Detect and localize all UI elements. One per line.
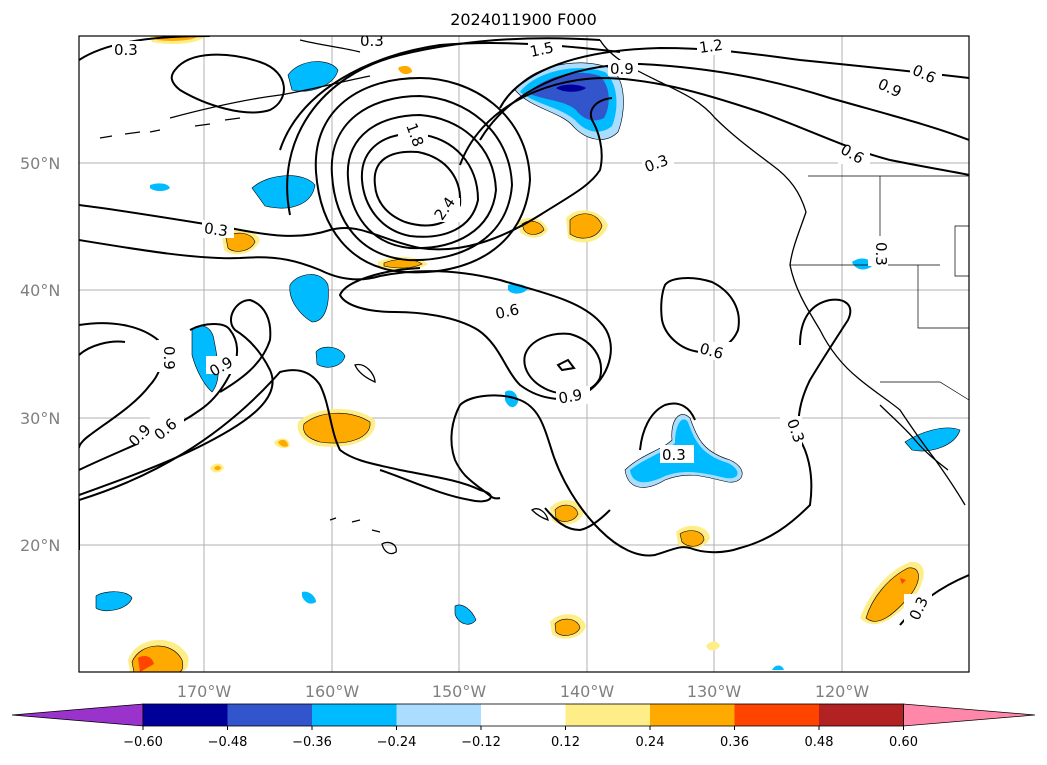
contour-label: 0.3 (203, 219, 229, 240)
contour-label: 1.5 (528, 38, 555, 61)
lon-label: 140°W (560, 682, 615, 701)
colorbar-segment (227, 704, 313, 726)
colorbar-tick-label: −0.12 (461, 735, 501, 750)
colorbar-tick-label: 0.36 (720, 735, 749, 750)
colorbar-segment (143, 704, 228, 726)
colorbar-segment (819, 704, 904, 726)
contour-lines (79, 36, 969, 626)
lat-label: 30°N (20, 409, 60, 428)
contour-label: 0.9 (610, 60, 634, 78)
colorbar-segment (734, 704, 820, 726)
map-title: 2024011900 F000 (450, 10, 597, 29)
colorbar: −0.60 −0.48 −0.36 −0.24 −0.12 0.12 0.24 0.36 0.4… (11, 703, 1036, 750)
contour-label: 0.6 (698, 339, 726, 363)
colorbar-extend-low (11, 703, 144, 727)
map-plot-area: 0.3 0.3 1.5 1.2 0.9 0.6 0.9 1.8 0.6 0.3 … (79, 32, 969, 672)
lon-label: 150°W (432, 682, 487, 701)
colorbar-tick-label: 0.24 (636, 735, 665, 750)
lon-label: 160°W (305, 682, 360, 701)
colorbar-tick-label: 0.60 (889, 735, 918, 750)
colorbar-segment (396, 704, 482, 726)
colorbar-tick-label: −0.48 (208, 735, 248, 750)
contour-label: 0.3 (360, 32, 384, 50)
colorbar-tick-label: 0.48 (805, 735, 834, 750)
colorbar-tick-label: −0.60 (123, 735, 163, 750)
contour-label: 0.3 (872, 242, 890, 266)
contour-label: 0.9 (557, 386, 584, 408)
colorbar-segment (650, 704, 735, 726)
longitude-labels: 170°W 160°W 150°W 140°W 130°W 120°W (177, 682, 870, 701)
colorbar-extend-high (903, 703, 1036, 727)
contour-labels: 0.3 0.3 1.5 1.2 0.9 0.6 0.9 1.8 0.6 0.3 … (112, 32, 942, 624)
lat-label: 50°N (20, 154, 60, 173)
lon-label: 120°W (815, 682, 870, 701)
lon-label: 170°W (177, 682, 232, 701)
colorbar-segment (481, 704, 566, 726)
latitude-labels: 50°N 40°N 30°N 20°N (20, 154, 60, 555)
contour-label: 0.9 (160, 346, 178, 370)
lat-label: 40°N (20, 281, 60, 300)
coastlines (99, 39, 966, 555)
contour-label: 0.3 (662, 446, 686, 464)
lat-label: 20°N (20, 536, 60, 555)
colorbar-tick-label: −0.24 (377, 735, 417, 750)
contour-label: 0.3 (114, 41, 138, 59)
borders (790, 175, 969, 401)
map-frame (78, 35, 970, 673)
colorbar-segment (565, 704, 651, 726)
colorbar-tick-label: 0.12 (551, 735, 580, 750)
colorbar-tick-label: −0.36 (292, 735, 332, 750)
lon-label: 130°W (687, 682, 742, 701)
colorbar-frame (142, 703, 904, 727)
contour-label: 1.2 (698, 36, 724, 57)
colorbar-segment (312, 704, 397, 726)
contour-label: 0.6 (494, 300, 521, 323)
